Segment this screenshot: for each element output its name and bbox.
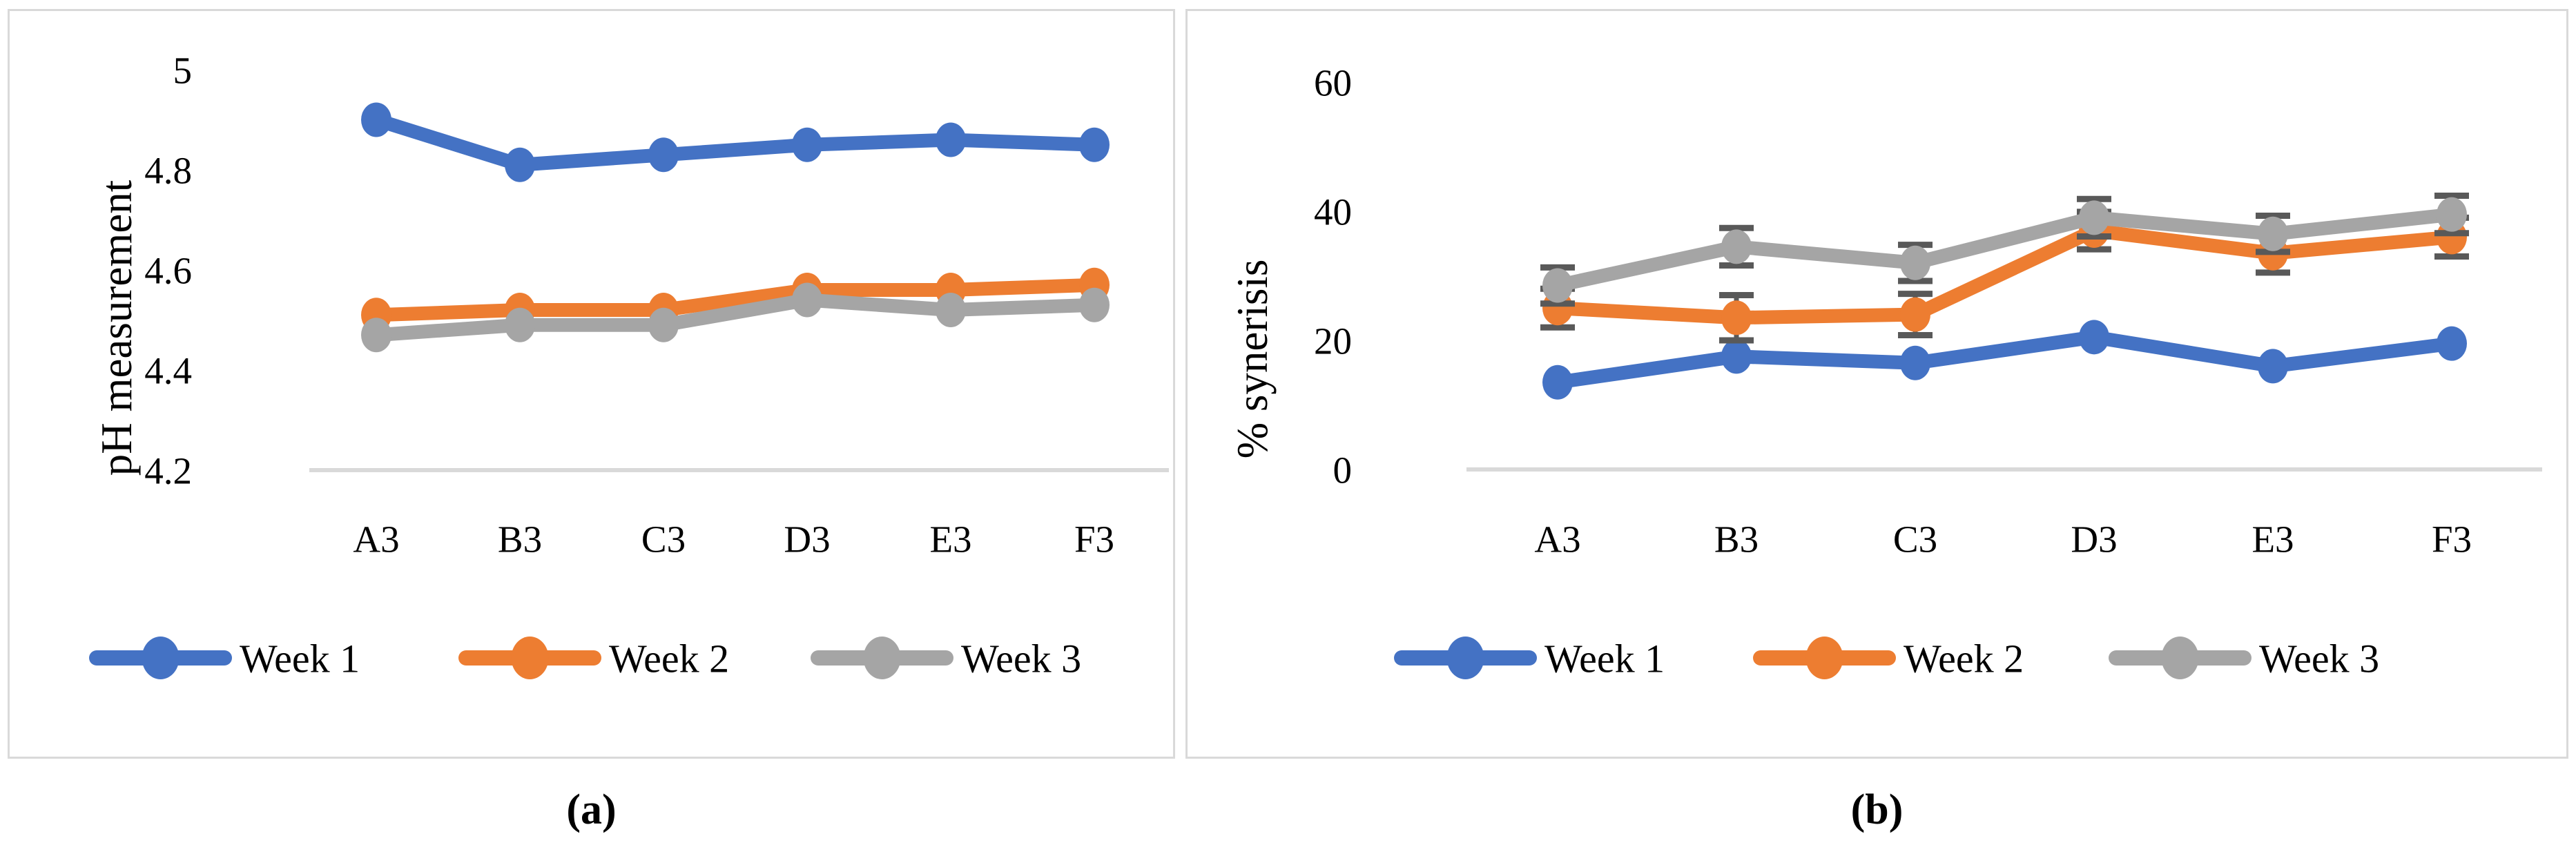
series-line-week-1 (1551, 330, 2459, 389)
data-point-marker (1900, 297, 1930, 332)
data-point-marker (361, 102, 391, 137)
x-category-label: A3 (1534, 518, 1580, 560)
data-point-marker (2437, 197, 2467, 232)
x-category-label: D3 (784, 518, 830, 560)
legend-marker (1805, 637, 1843, 679)
legend-label: Week 3 (961, 636, 1081, 681)
data-point-marker (2258, 216, 2288, 251)
x-category-label: A3 (353, 518, 399, 560)
data-point-marker (648, 307, 679, 342)
data-point-marker (792, 282, 822, 318)
x-category-label: C3 (1893, 518, 1937, 560)
y-tick-label: 4.2 (144, 449, 192, 492)
data-point-marker (1900, 345, 1930, 380)
legend-label: Week 3 (2259, 636, 2379, 681)
y-tick-label: 40 (1314, 191, 1352, 233)
y-tick-label: 4.4 (144, 349, 192, 391)
legend-marker (511, 637, 549, 679)
data-point-marker (1079, 127, 1110, 162)
legend-label: Week 2 (1904, 636, 2024, 681)
data-point-marker (2437, 326, 2467, 361)
x-category-label: B3 (498, 518, 542, 560)
x-category-label: F3 (1074, 518, 1114, 560)
data-point-marker (936, 122, 966, 157)
series-line-week-2 (1551, 224, 2459, 325)
legend-marker (863, 637, 901, 679)
data-point-marker (505, 147, 535, 182)
data-point-marker (792, 127, 822, 162)
data-point-marker (1721, 300, 1752, 336)
legend-marker (1446, 637, 1484, 679)
y-axis-title: pH measurement (93, 179, 141, 476)
y-axis-title: % synerisis (1228, 260, 1277, 459)
y-tick-label: 20 (1314, 320, 1352, 362)
y-tick-label: 5 (173, 49, 193, 91)
series-line-week-3 (1551, 207, 2459, 293)
series-line-week-3 (369, 293, 1101, 342)
x-category-label: D3 (2071, 518, 2117, 560)
series-line-week-1 (369, 113, 1101, 172)
x-category-label: E3 (2251, 518, 2294, 560)
legend-label: Week 1 (240, 636, 360, 681)
data-point-marker (1079, 287, 1110, 322)
data-point-marker (2079, 320, 2109, 355)
y-tick-label: 4.8 (144, 149, 192, 191)
series-line-week-2 (369, 278, 1101, 322)
legend-label: Week 2 (609, 636, 729, 681)
legend-marker (2161, 637, 2199, 679)
caption-b: (b) (1850, 786, 1904, 833)
data-point-marker (648, 137, 679, 173)
chart-panel-b (1185, 9, 2568, 759)
legend-label: Week 1 (1544, 636, 1665, 681)
data-point-marker (1900, 245, 1930, 280)
legend-marker (142, 637, 180, 679)
data-point-marker (2258, 349, 2288, 384)
x-category-label: F3 (2432, 518, 2472, 560)
data-point-marker (1721, 339, 1752, 374)
y-tick-label: 0 (1333, 449, 1353, 491)
x-category-label: E3 (929, 518, 971, 560)
data-point-marker (936, 293, 966, 327)
x-category-label: C3 (641, 518, 686, 560)
data-point-marker (505, 307, 535, 342)
caption-a: (a) (566, 786, 617, 833)
data-point-marker (1542, 268, 1573, 303)
y-tick-label: 4.6 (144, 249, 192, 291)
x-category-label: B3 (1714, 518, 1759, 560)
data-point-marker (2079, 200, 2109, 235)
data-point-marker (1721, 229, 1752, 264)
y-tick-label: 60 (1314, 61, 1352, 104)
data-point-marker (1542, 365, 1573, 400)
data-point-marker (361, 318, 391, 353)
